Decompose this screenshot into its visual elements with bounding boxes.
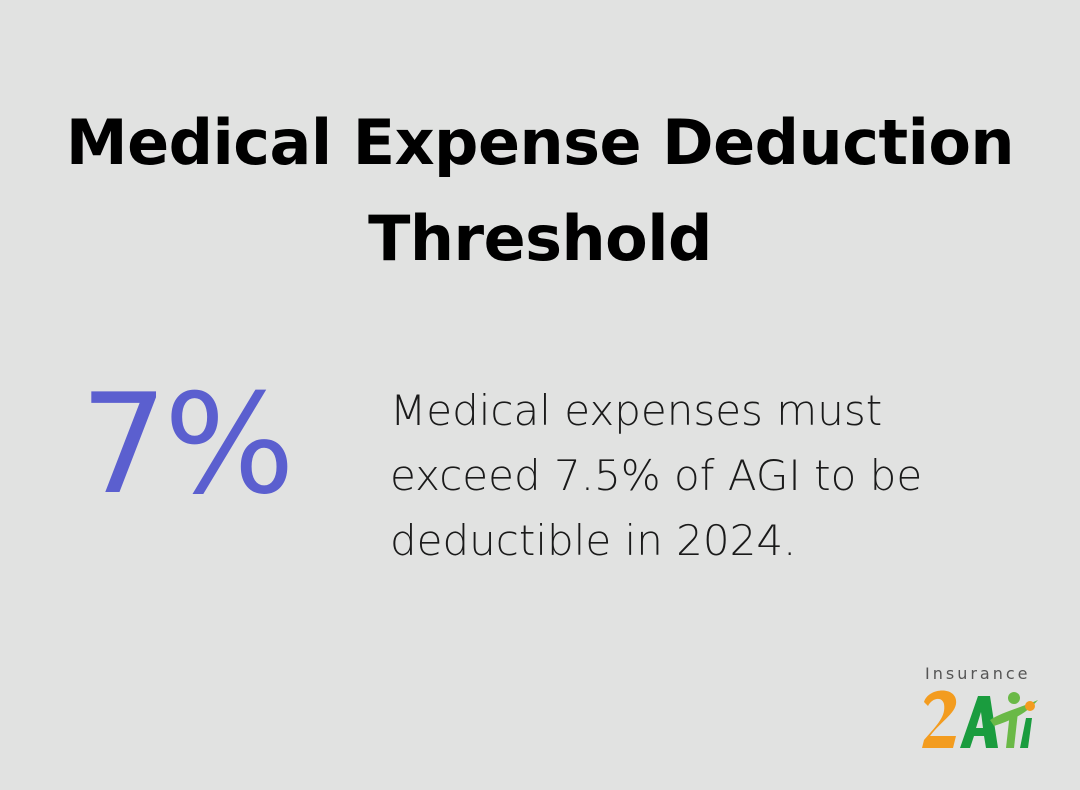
stat-description: Medical expenses must exceed 7.5% of AGI… bbox=[390, 386, 923, 565]
insurance2ai-logo-icon bbox=[922, 690, 1038, 748]
logo-text: Insurance bbox=[925, 664, 1031, 683]
brand-logo: Insurance bbox=[920, 664, 1045, 754]
stat-value: 7% bbox=[80, 364, 295, 525]
page-title: Medical Expense Deduction Threshold bbox=[65, 106, 1015, 275]
